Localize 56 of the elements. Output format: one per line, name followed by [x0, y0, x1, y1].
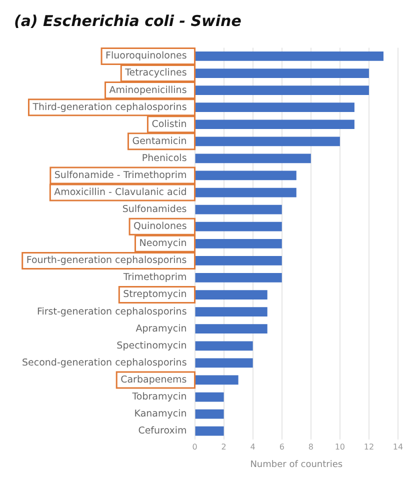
y-tick-label: First-generation cephalosporins: [36, 306, 187, 318]
y-tick-label: Spectinomycin: [116, 340, 187, 352]
bar: [195, 154, 311, 164]
bar: [195, 188, 296, 198]
y-tick-label: Second-generation cephalosporins: [22, 357, 187, 368]
y-tick-label: Cefuroxim: [138, 426, 187, 437]
x-tick-label: 4: [250, 442, 256, 452]
bar: [195, 409, 224, 419]
x-tick-label: 12: [364, 442, 374, 452]
bar: [195, 52, 384, 61]
bar: [195, 375, 238, 385]
chart-title: (a) Escherichia coli - Swine: [13, 11, 242, 32]
bar: [195, 170, 296, 180]
y-tick-label: Sulfonamides: [122, 204, 187, 216]
x-axis-title: Number of countries: [250, 460, 343, 470]
x-tick-label: 0: [192, 442, 198, 452]
y-tick-label: Tobramycin: [131, 391, 187, 402]
y-tick-label: Neomycin: [139, 238, 187, 250]
bar: [195, 238, 282, 248]
y-tick-label: Quinolones: [134, 221, 187, 232]
bar: [195, 204, 282, 214]
y-tick-label: Amoxicillin - Clavulanic acid: [54, 187, 187, 198]
y-tick-label: Sulfonamide - Trimethoprim: [54, 170, 187, 181]
y-tick-label: Carbapenems: [120, 374, 187, 386]
bar: [195, 307, 268, 316]
y-tick-label: Fourth-generation cephalosporins: [26, 255, 187, 266]
y-tick-label: Apramycin: [136, 323, 187, 334]
y-tick-label: Streptomycin: [123, 289, 187, 300]
bar: [195, 102, 354, 112]
x-tick-label: 2: [221, 442, 226, 452]
bar: [195, 136, 340, 146]
y-tick-label: Fluoroquinolones: [106, 50, 187, 62]
bar: [195, 256, 282, 266]
y-tick-label: Kanamycin: [134, 408, 187, 420]
y-tick-label: Colistin: [152, 118, 187, 130]
bar: [195, 86, 369, 95]
bar: [195, 426, 224, 436]
y-tick-label: Gentamicin: [132, 136, 187, 147]
bar: [195, 273, 282, 282]
bar: [195, 358, 253, 368]
bar: [195, 68, 369, 78]
x-tick-label: 10: [334, 442, 346, 452]
bar: [195, 290, 268, 300]
bar: [195, 222, 282, 232]
x-tick-label: 14: [392, 442, 404, 452]
y-tick-label: Trimethoprim: [122, 272, 187, 284]
x-tick-label: 8: [308, 442, 314, 452]
bar: [195, 324, 268, 334]
y-tick-label: Phenicols: [142, 152, 187, 164]
bar: [195, 341, 253, 351]
bar: [195, 392, 224, 402]
y-tick-label: Third-generation cephalosporins: [32, 102, 187, 113]
bar: [195, 120, 354, 130]
y-tick-label: Aminopenicillins: [109, 84, 187, 96]
y-tick-label: Tetracyclines: [124, 68, 187, 79]
x-tick-label: 6: [279, 442, 284, 452]
